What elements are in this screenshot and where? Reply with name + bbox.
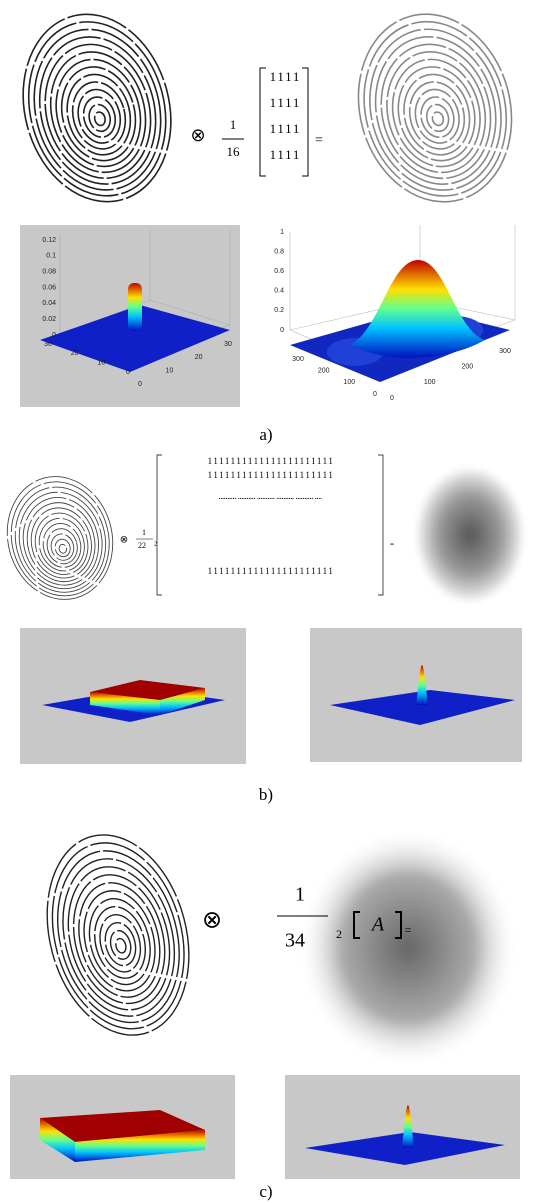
z-tick-label: 0.2 bbox=[274, 307, 284, 314]
ridge bbox=[72, 85, 126, 148]
matrix-row: .......... .......... .......... .......… bbox=[218, 491, 322, 501]
y-tick-label: 100 bbox=[424, 379, 436, 386]
y-tick-label: 300 bbox=[499, 348, 511, 355]
ridge bbox=[345, 6, 525, 212]
z-tick-label: 0 bbox=[52, 332, 56, 339]
ridge bbox=[431, 111, 445, 127]
x-tick-label: 0 bbox=[126, 369, 130, 376]
x-tick-label: 0 bbox=[373, 391, 377, 398]
panel-label: c) bbox=[259, 1182, 272, 1201]
plot-surface bbox=[128, 283, 142, 331]
matrix-row: 1 1 1 1 1 1 1 1 1 1 1 1 1 1 1 1 1 1 1 1 … bbox=[208, 470, 333, 480]
ridge bbox=[338, 0, 532, 219]
y-tick-label: 20 bbox=[195, 354, 203, 361]
ridge bbox=[93, 111, 106, 127]
ridge bbox=[424, 102, 452, 134]
z-tick-label: 0.1 bbox=[46, 253, 56, 260]
matrix-row: 1 1 1 1 1 1 1 1 1 1 1 1 1 1 1 1 1 1 1 1 … bbox=[208, 456, 333, 466]
equals: = bbox=[315, 133, 323, 148]
panel-label: a) bbox=[259, 425, 272, 444]
denominator: 16 bbox=[227, 144, 241, 159]
figure: ⊗ 1 16 = a) ⊗ 1 22 2 = b) ⊗ 1 34 2 A = c… bbox=[0, 0, 533, 1203]
z-tick-label: 0.02 bbox=[42, 316, 56, 323]
z-tick-label: 0.6 bbox=[274, 268, 284, 275]
y-tick-label: 0 bbox=[390, 395, 394, 402]
panel-label: b) bbox=[259, 785, 273, 804]
x-tick-label: 10 bbox=[97, 360, 105, 367]
ridge bbox=[3, 0, 191, 218]
x-tick-label: 30 bbox=[44, 341, 52, 348]
ridge bbox=[114, 937, 127, 954]
z-tick-label: 0.4 bbox=[274, 288, 284, 295]
operator: ⊗ bbox=[190, 125, 205, 145]
blurred-print bbox=[418, 470, 522, 600]
z-tick-label: 0.8 bbox=[274, 248, 284, 255]
numerator: 1 bbox=[230, 117, 237, 132]
denominator: 34 bbox=[285, 930, 305, 952]
ridge bbox=[74, 883, 166, 999]
z-tick-label: 0.12 bbox=[42, 237, 56, 244]
numerator: 1 bbox=[142, 528, 146, 537]
matrix: A bbox=[370, 914, 385, 936]
operator: ⊗ bbox=[202, 908, 222, 934]
z-tick-label: 0.06 bbox=[42, 284, 56, 291]
y-tick-label: 0 bbox=[138, 381, 142, 388]
numerator: 1 bbox=[295, 884, 305, 906]
blurred-print bbox=[298, 828, 518, 1068]
matrix-row: 1 1 1 1 bbox=[270, 95, 299, 110]
exponent: 2 bbox=[154, 541, 157, 547]
ridge bbox=[94, 910, 147, 976]
z-tick-label: 1 bbox=[280, 229, 284, 236]
ridge bbox=[58, 544, 67, 554]
matrix-row: 1 1 1 1 bbox=[270, 121, 299, 136]
equals: = bbox=[405, 923, 412, 937]
matrix-row: 1 1 1 1 1 1 1 1 1 1 1 1 1 1 1 1 1 1 1 1 … bbox=[208, 566, 333, 576]
denominator: 22 bbox=[138, 541, 146, 550]
fingerprints bbox=[0, 0, 532, 1068]
y-tick-label: 10 bbox=[165, 368, 173, 375]
z-tick-label: 0.08 bbox=[42, 269, 56, 276]
ridge bbox=[53, 537, 72, 558]
matrix-row: 1 1 1 1 bbox=[270, 69, 299, 84]
operator: ⊗ bbox=[120, 534, 128, 545]
equals: = bbox=[390, 540, 395, 549]
matrix-row: 1 1 1 1 bbox=[270, 147, 299, 162]
exponent: 2 bbox=[336, 927, 342, 941]
x-tick-label: 200 bbox=[318, 368, 330, 375]
y-tick-label: 200 bbox=[461, 364, 473, 371]
x-tick-label: 100 bbox=[343, 379, 355, 386]
y-tick-label: 30 bbox=[224, 341, 232, 348]
ridge bbox=[86, 102, 113, 134]
x-tick-label: 20 bbox=[71, 350, 79, 357]
ridge bbox=[108, 928, 134, 961]
ridge bbox=[9, 483, 113, 598]
z-tick-label: 0 bbox=[280, 327, 284, 334]
x-tick-label: 300 bbox=[292, 356, 304, 363]
z-tick-label: 0.04 bbox=[42, 300, 56, 307]
